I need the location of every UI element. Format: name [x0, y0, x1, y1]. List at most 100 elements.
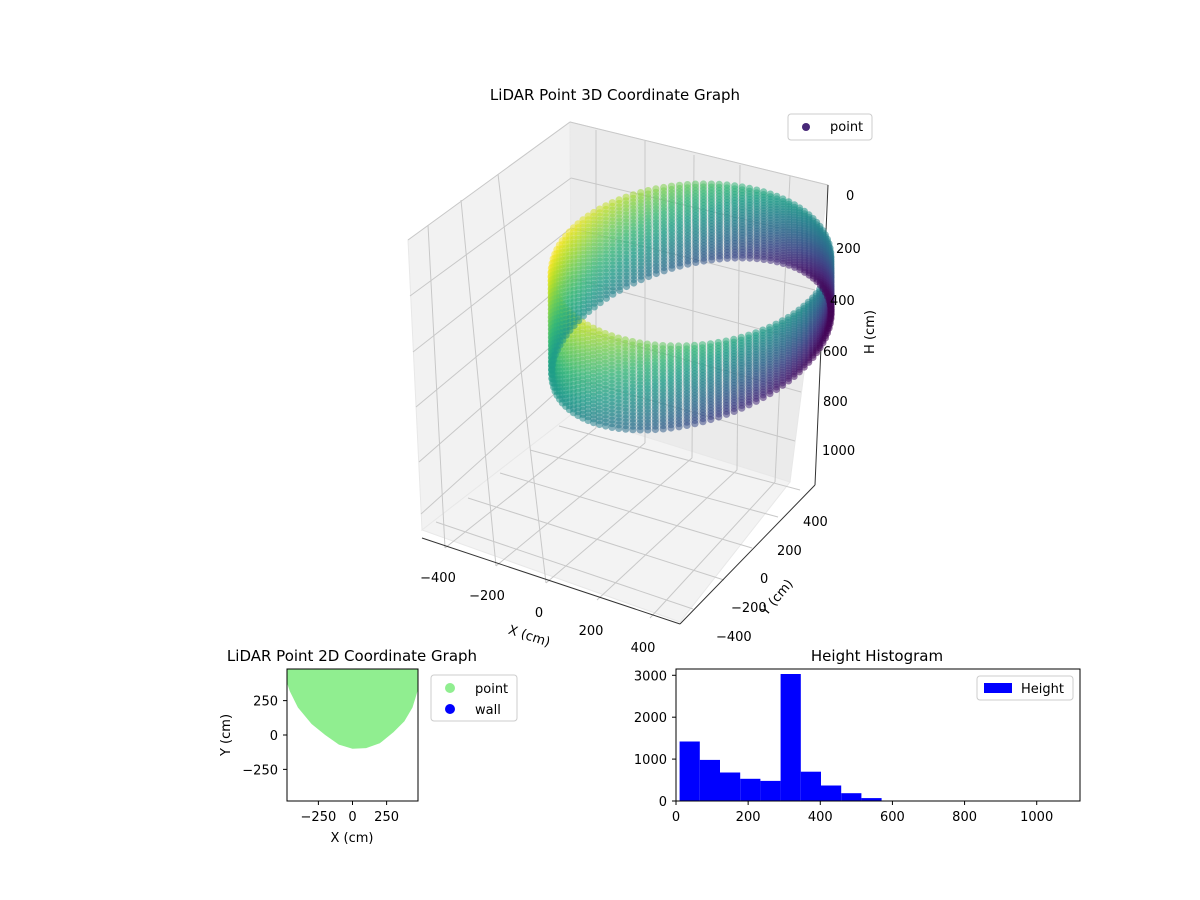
- legend-3d: point: [787, 113, 873, 141]
- gridline: [499, 472, 753, 549]
- histogram-bar: [679, 741, 700, 801]
- x-tick: 0: [348, 810, 356, 825]
- y-tick: 2000: [634, 711, 667, 726]
- point-cloud-area: [287, 669, 418, 749]
- gridline: [412, 227, 572, 353]
- ring-point: [760, 255, 768, 263]
- x-tick: −250: [301, 810, 337, 825]
- chart-3d: LiDAR Point 3D Coordinate Graph: [407, 86, 878, 656]
- ring-point: [738, 404, 746, 412]
- ring-point: [766, 390, 774, 398]
- histogram-bar: [740, 778, 761, 801]
- gridline: [444, 427, 597, 549]
- ring-point: [715, 413, 723, 421]
- y-tick: −400: [716, 630, 752, 645]
- ring-point: [675, 423, 683, 431]
- x-tick: 200: [736, 810, 761, 825]
- ring-point: [753, 255, 761, 263]
- gridline: [558, 425, 801, 491]
- histogram-bar: [780, 674, 801, 801]
- y-ticks-2d: 250 0 −250: [242, 695, 278, 779]
- z-tick: 800: [823, 395, 848, 410]
- ring-point: [659, 425, 667, 433]
- plot-area-2d: [287, 669, 418, 749]
- ring-point: [772, 385, 781, 394]
- x-axis-label-3d: X (cm): [506, 623, 552, 651]
- y-tick: 3000: [634, 669, 667, 684]
- x-tick: −200: [469, 589, 505, 604]
- ring-point: [644, 426, 652, 434]
- ring-point: [759, 393, 767, 402]
- histogram-bar: [800, 771, 821, 801]
- y-ticks-histogram: 0 1000 2000 3000: [634, 669, 667, 810]
- ring-point: [609, 290, 617, 298]
- ring-point: [668, 264, 676, 272]
- ring-point: [622, 425, 630, 433]
- y-tick: 0: [659, 795, 667, 810]
- y-tick: 1000: [634, 753, 667, 768]
- gridline: [415, 277, 572, 408]
- ring-point: [652, 269, 660, 278]
- histogram-bar: [699, 759, 720, 801]
- ring-point: [630, 279, 638, 287]
- ring-point: [746, 254, 754, 262]
- y-axis-line: [679, 484, 816, 625]
- gridline: [427, 224, 446, 549]
- ring-point: [785, 261, 793, 269]
- legend-marker-height: [984, 683, 1012, 693]
- ring-point: [616, 286, 624, 294]
- ring-point: [767, 256, 775, 264]
- x-tick: 600: [880, 810, 905, 825]
- y-tick: 200: [777, 544, 802, 559]
- ring-point: [608, 423, 616, 431]
- legend-marker-point: [445, 683, 455, 693]
- ring-point: [809, 353, 817, 362]
- chart-2d-title: LiDAR Point 2D Coordinate Graph: [227, 647, 477, 665]
- gridline: [495, 442, 646, 567]
- ring-point: [731, 254, 739, 262]
- ring-point: [784, 377, 793, 385]
- ring-point: [637, 276, 645, 284]
- legend-label-height: Height: [1021, 682, 1064, 697]
- x-ticks-2d: −250 0 250: [301, 810, 399, 825]
- ring-point: [730, 407, 738, 415]
- z-tick: 600: [823, 345, 848, 360]
- histogram-bar: [760, 780, 781, 801]
- gridline: [467, 497, 725, 581]
- x-tick: 400: [631, 641, 656, 656]
- histogram-bar: [821, 785, 842, 801]
- legend-label-wall: wall: [475, 703, 501, 718]
- ring-points: [547, 180, 835, 434]
- legend-label-point: point: [475, 682, 508, 697]
- x-tick: 200: [579, 624, 604, 639]
- gridline: [460, 199, 497, 567]
- ring-point: [684, 260, 692, 268]
- ring-point: [667, 424, 675, 432]
- y-tick: −250: [242, 763, 278, 778]
- ring-point: [790, 372, 798, 380]
- ring-point: [779, 381, 787, 389]
- z-axis-label-3d: H (cm): [863, 310, 878, 354]
- ring-point: [595, 420, 604, 429]
- ring-point: [636, 426, 644, 434]
- gridline: [545, 457, 693, 584]
- histogram-bars: [679, 674, 882, 801]
- chart-3d-title: LiDAR Point 3D Coordinate Graph: [490, 86, 740, 104]
- ring-point: [773, 258, 781, 266]
- histogram-bar: [841, 793, 862, 801]
- ring-point: [699, 418, 707, 426]
- ring-point: [700, 257, 708, 265]
- ring-point: [752, 397, 760, 405]
- ring-point: [707, 415, 715, 424]
- ring-point: [660, 267, 668, 275]
- ring-point: [722, 410, 731, 418]
- y-tick: 400: [803, 515, 828, 530]
- legend-histogram: Height: [976, 675, 1074, 701]
- x-tick: 1000: [1020, 810, 1053, 825]
- x-ticks-histogram: 0 200 400 600 800 1000: [672, 810, 1053, 825]
- ring-point: [602, 422, 610, 430]
- pane-floor: [420, 413, 791, 623]
- gridline: [407, 121, 571, 241]
- histogram-title: Height Histogram: [811, 647, 943, 665]
